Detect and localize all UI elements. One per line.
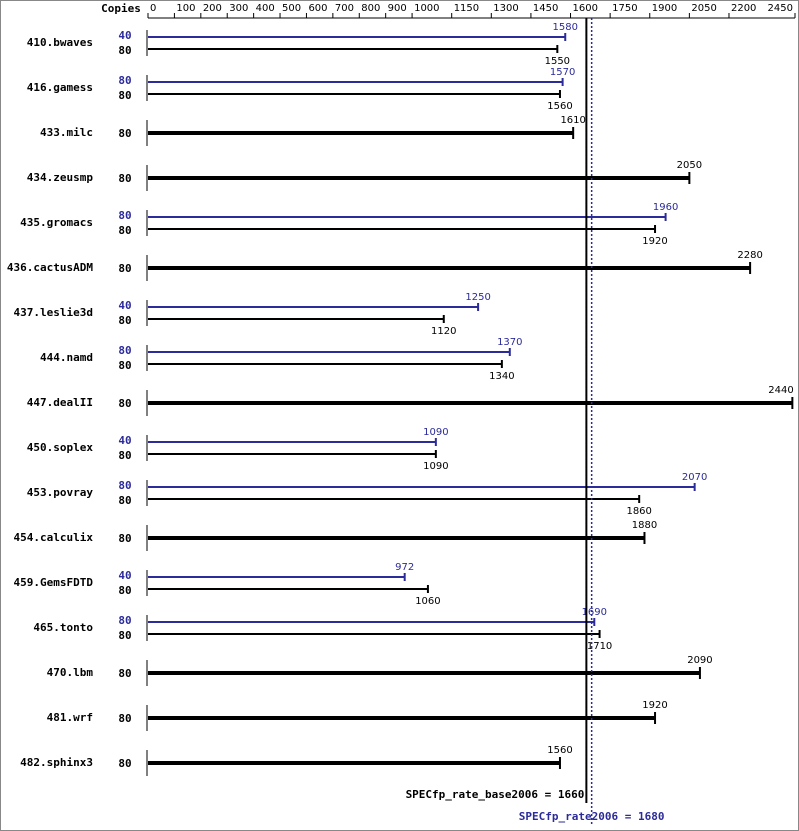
value-label: 1550 [545, 56, 570, 67]
x-tick-label: 2450 [768, 3, 793, 14]
x-tick-label: 200 [203, 3, 222, 14]
value-label: 1960 [653, 202, 678, 213]
value-label: 1690 [582, 607, 607, 618]
copies: 80 [118, 532, 131, 545]
benchmark-label: 459.GemsFDTD [14, 576, 94, 589]
benchmark-label: 465.tonto [33, 621, 93, 634]
copies: 80 [118, 584, 131, 597]
value-label: 972 [395, 562, 414, 573]
copies: 80 [118, 397, 131, 410]
value-label: 1090 [423, 427, 448, 438]
copies: 80 [118, 314, 131, 327]
benchmark-label: 433.milc [40, 126, 93, 139]
x-tick-label: 800 [361, 3, 380, 14]
benchmark-label: 436.cactusADM [7, 261, 93, 274]
copies: 80 [118, 359, 131, 372]
value-label: 1090 [423, 461, 448, 472]
x-tick-label: 2050 [691, 3, 716, 14]
copies: 80 [118, 494, 131, 507]
value-label: 1920 [642, 236, 667, 247]
copies: 80 [118, 614, 131, 627]
value-label: 1710 [587, 641, 612, 652]
x-tick-label: 700 [335, 3, 354, 14]
copies: 80 [118, 629, 131, 642]
benchmark-label: 482.sphinx3 [20, 756, 93, 769]
copies: 80 [118, 667, 131, 680]
copies: 40 [118, 569, 131, 582]
copies: 80 [118, 44, 131, 57]
value-label: 1880 [632, 520, 657, 531]
benchmark-label: 437.leslie3d [14, 306, 93, 319]
x-tick-label: 1150 [454, 3, 479, 14]
x-tick-label: 1600 [573, 3, 598, 14]
benchmark-label: 470.lbm [47, 666, 94, 679]
x-tick-label: 500 [282, 3, 301, 14]
value-label: 1340 [489, 371, 514, 382]
benchmark-label: 453.povray [27, 486, 94, 499]
copies: 80 [118, 74, 131, 87]
x-tick-label: 600 [308, 3, 327, 14]
x-tick-label: 1900 [652, 3, 677, 14]
copies: 40 [118, 29, 131, 42]
copies: 80 [118, 224, 131, 237]
x-tick-label: 1450 [533, 3, 558, 14]
value-label: 1860 [626, 506, 651, 517]
x-tick-label: 300 [229, 3, 248, 14]
value-label: 2090 [687, 655, 712, 666]
benchmark-label: 450.soplex [27, 441, 94, 454]
value-label: 1060 [415, 596, 440, 607]
copies: 80 [118, 172, 131, 185]
benchmark-label: 416.gamess [27, 81, 93, 94]
benchmark-label: 454.calculix [14, 531, 94, 544]
value-label: 1560 [547, 745, 572, 756]
copies: 80 [118, 89, 131, 102]
value-label: 1570 [550, 67, 575, 78]
x-tick-label: 2200 [731, 3, 756, 14]
reference-label: SPECfp_rate_base2006 = 1660 [406, 788, 585, 801]
x-tick-label: 1300 [493, 3, 518, 14]
x-tick-label: 100 [176, 3, 195, 14]
x-tick-label: 1750 [612, 3, 637, 14]
value-label: 2440 [768, 385, 793, 396]
copies: 80 [118, 262, 131, 275]
value-label: 2070 [682, 472, 707, 483]
x-tick-label: 400 [256, 3, 275, 14]
x-tick-label: 0 [150, 3, 156, 14]
value-label: 1920 [642, 700, 667, 711]
copies: 40 [118, 299, 131, 312]
value-label: 1370 [497, 337, 522, 348]
value-label: 1120 [431, 326, 456, 337]
copies: 80 [118, 757, 131, 770]
value-label: 1250 [465, 292, 490, 303]
copies: 80 [118, 209, 131, 222]
benchmark-label: 410.bwaves [27, 36, 93, 49]
copies: 80 [118, 127, 131, 140]
value-label: 2280 [737, 250, 762, 261]
benchmark-label: 435.gromacs [20, 216, 93, 229]
benchmark-label: 447.dealII [27, 396, 93, 409]
benchmark-label: 481.wrf [47, 711, 93, 724]
value-label: 1580 [553, 22, 578, 33]
reference-label: SPECfp_rate2006 = 1680 [519, 810, 665, 823]
x-tick-label: 1000 [414, 3, 439, 14]
copies: 80 [118, 449, 131, 462]
copies: 80 [118, 712, 131, 725]
value-label: 1610 [560, 115, 585, 126]
copies: 40 [118, 434, 131, 447]
x-tick-label: 900 [388, 3, 407, 14]
benchmark-label: 434.zeusmp [27, 171, 94, 184]
value-label: 1560 [547, 101, 572, 112]
value-label: 2050 [677, 160, 702, 171]
copies-header: Copies [101, 2, 141, 15]
copies: 80 [118, 479, 131, 492]
copies: 80 [118, 344, 131, 357]
benchmark-label: 444.namd [40, 351, 93, 364]
